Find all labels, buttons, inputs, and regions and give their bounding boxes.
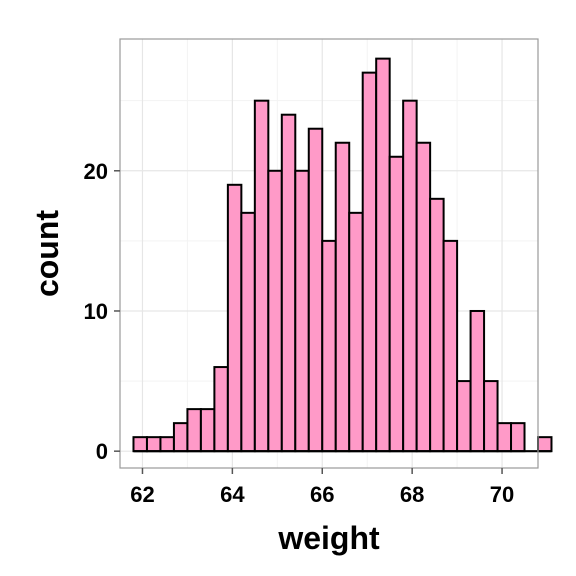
histogram-bar <box>510 422 526 453</box>
histogram-bar <box>213 366 229 453</box>
histogram-bar <box>253 99 270 453</box>
histogram-bar <box>469 309 486 453</box>
histogram-bar <box>199 408 216 453</box>
histogram-bar <box>483 380 499 453</box>
axis-ticks: 62 64 66 68 70 0 10 20 <box>84 159 515 507</box>
histogram-bar <box>375 57 391 453</box>
x-axis-title: weight <box>277 520 380 556</box>
x-tick-label: 66 <box>310 482 334 507</box>
histogram-bar <box>307 127 324 453</box>
histogram-bar <box>145 436 162 453</box>
histogram-bar <box>159 436 175 453</box>
histogram-bar <box>240 211 256 453</box>
x-tick-label: 68 <box>400 482 424 507</box>
histogram-bar <box>294 169 310 453</box>
y-tick-label: 0 <box>96 439 108 464</box>
x-tick-label: 62 <box>130 482 154 507</box>
histogram-bar <box>348 211 364 453</box>
histogram-bar <box>334 141 351 453</box>
histogram-bar <box>321 239 337 453</box>
histogram-bar <box>172 422 189 453</box>
y-axis-title: count <box>29 210 65 297</box>
histogram-bar <box>267 169 283 453</box>
histogram-bar <box>402 99 418 453</box>
histogram-bar <box>226 183 243 453</box>
x-tick-label: 64 <box>220 482 245 507</box>
histogram-bar <box>415 141 432 453</box>
histogram-bars <box>132 57 553 453</box>
histogram-bar <box>456 380 472 453</box>
histogram-bar <box>442 239 459 453</box>
histogram-bar <box>361 71 378 453</box>
histogram-bar <box>186 408 202 453</box>
y-tick-label: 20 <box>84 159 108 184</box>
histogram-bar <box>537 436 553 453</box>
y-tick-label: 10 <box>84 299 108 324</box>
histogram-bar <box>496 422 513 453</box>
plot-panel-border <box>119 38 539 469</box>
histogram-bar <box>280 113 297 453</box>
histogram-bar <box>132 436 148 453</box>
histogram-bar <box>388 155 405 453</box>
histogram-bar <box>429 197 445 453</box>
x-tick-label: 70 <box>490 482 514 507</box>
